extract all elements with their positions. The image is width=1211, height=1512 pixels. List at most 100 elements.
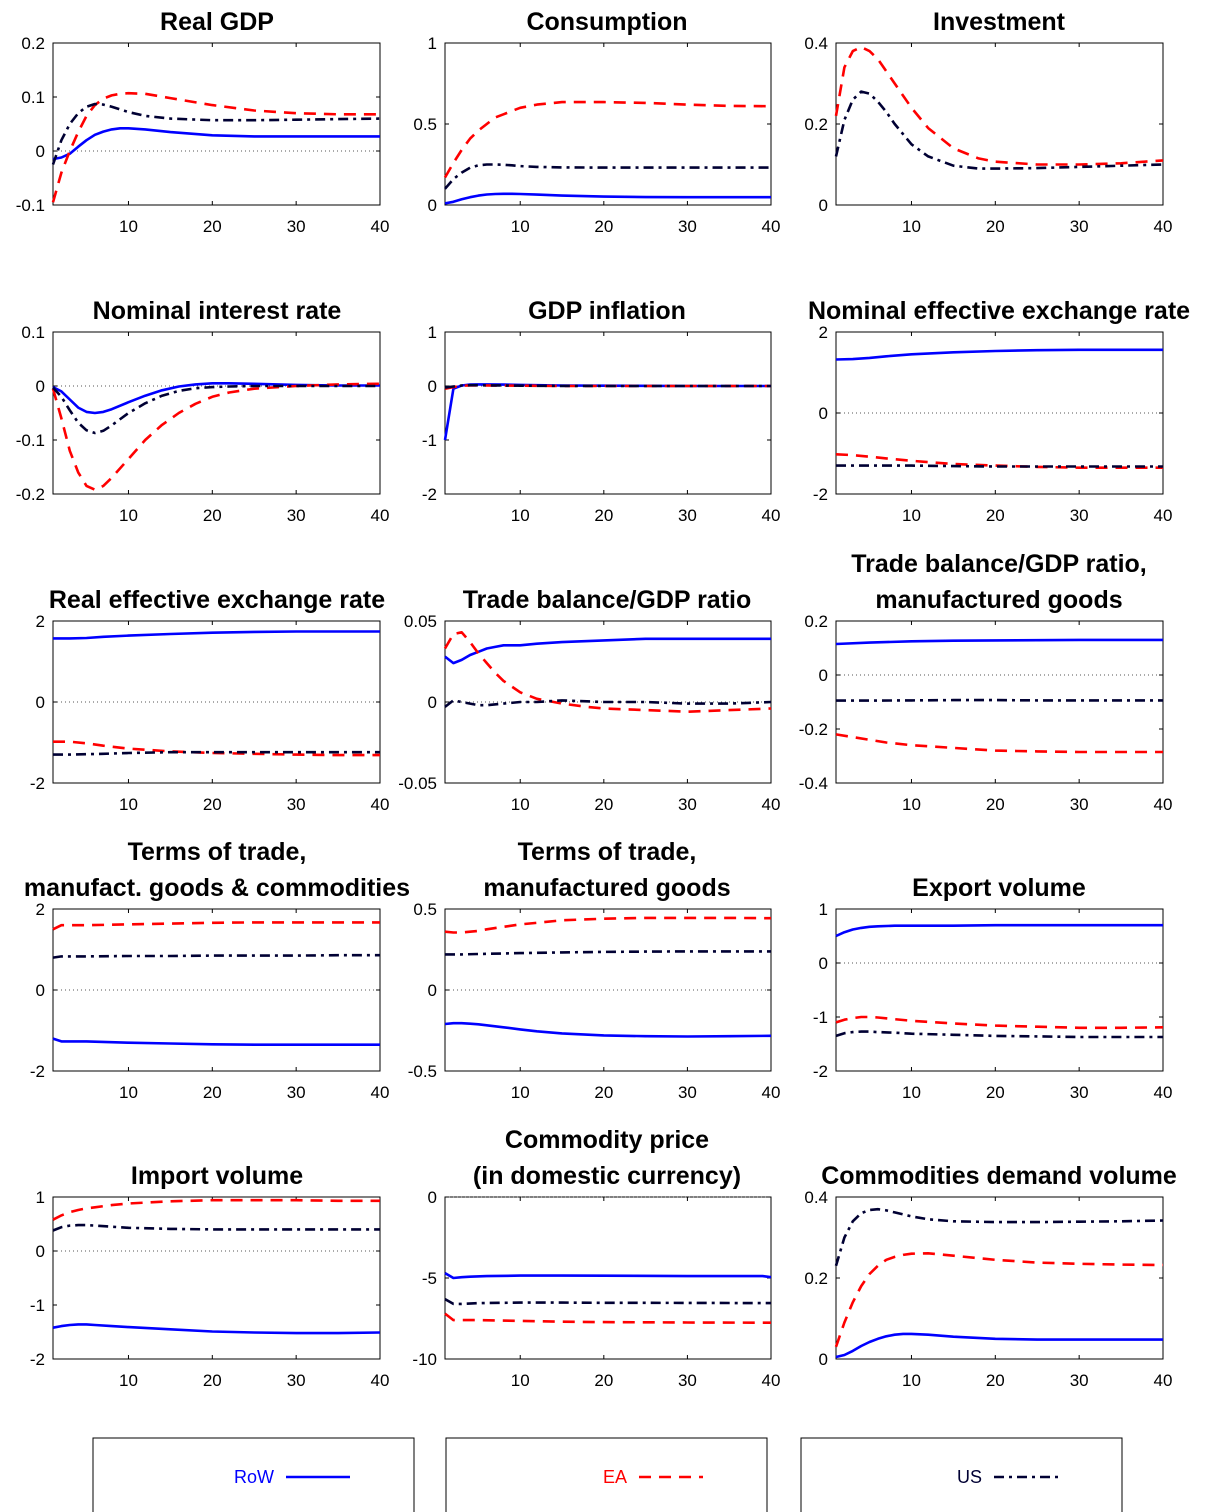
y-tick-label: 0 (428, 693, 437, 712)
x-tick-label: 40 (762, 506, 781, 525)
x-tick-label: 40 (1154, 795, 1173, 814)
series-line-row (835, 1332, 1163, 1359)
y-tick-label: -10 (412, 1350, 437, 1369)
series-line-ea (835, 453, 1163, 470)
y-tick-label: 0.1 (21, 323, 45, 342)
x-tick-label: 30 (287, 1371, 306, 1390)
y-tick-label: 0 (36, 981, 45, 1000)
series-line-us (444, 1297, 772, 1306)
y-tick-label: -0.1 (16, 431, 45, 450)
y-tick-label: -1 (813, 1008, 828, 1027)
x-tick-label: 10 (511, 795, 530, 814)
y-tick-label: 0 (819, 1350, 828, 1369)
x-tick-label: 40 (1154, 1371, 1173, 1390)
x-tick-label: 10 (511, 506, 530, 525)
panel-trade-balance-gdp-ratio: Trade balance/GDP ratio 10 20 30 40 -0.05 0 0.0… (398, 586, 780, 814)
y-tick-label: 2 (36, 900, 45, 919)
panel-title: Nominal effective exchange rate (808, 297, 1190, 325)
x-tick-label: 10 (902, 795, 921, 814)
x-tick-label: 10 (119, 217, 138, 236)
y-tick-label: 0 (819, 404, 828, 423)
series-line-ea (51, 91, 380, 203)
series-line-row (835, 638, 1163, 646)
y-tick-label: 0 (819, 954, 828, 973)
series-line-row (444, 192, 771, 205)
y-tick-label: -0.5 (408, 1062, 437, 1081)
y-tick-label: 0.4 (804, 1188, 828, 1207)
x-tick-label: 10 (902, 1083, 921, 1102)
panel-terms-of-trade-manufactured-goods: Terms of trade, manufactured goods 10 20 30 4… (408, 838, 781, 1102)
legend-label: US (957, 1467, 982, 1487)
series-line-us (52, 953, 380, 959)
y-tick-label: 0.2 (804, 612, 828, 631)
x-tick-label: 40 (1154, 506, 1173, 525)
x-tick-label: 40 (371, 795, 390, 814)
x-tick-label: 30 (1070, 1083, 1089, 1102)
series-line-us (836, 698, 1163, 702)
x-tick-label: 10 (902, 217, 921, 236)
axes-box (444, 1196, 772, 1360)
y-tick-label: 0 (819, 196, 828, 215)
series-line-row (835, 923, 1163, 938)
series-line-us (445, 950, 771, 956)
panel-title: Export volume (912, 874, 1086, 902)
series-line-ea (444, 916, 772, 934)
y-tick-label: -2 (30, 1350, 45, 1369)
y-tick-label: 0 (36, 377, 45, 396)
y-tick-label: -1 (30, 1296, 45, 1315)
panel-title: Trade balance/GDP ratio (463, 586, 752, 614)
axes-box (52, 42, 381, 206)
legend-label: RoW (234, 1467, 274, 1487)
x-tick-label: 20 (594, 795, 613, 814)
y-tick-label: 0.05 (404, 612, 437, 631)
x-tick-label: 40 (371, 506, 390, 525)
x-tick-label: 40 (371, 1371, 390, 1390)
series-line-ea (835, 733, 1163, 754)
x-tick-label: 30 (287, 1083, 306, 1102)
x-tick-label: 30 (1070, 217, 1089, 236)
x-tick-label: 40 (762, 1371, 781, 1390)
series-line-row (52, 381, 380, 415)
legend-box (800, 1437, 1123, 1512)
x-tick-label: 20 (203, 795, 222, 814)
x-tick-label: 30 (678, 1371, 697, 1390)
series-line-row (444, 637, 771, 665)
y-tick-label: 0 (36, 142, 45, 161)
series-line-ea (53, 740, 380, 757)
y-tick-label: -1 (422, 431, 437, 450)
x-tick-label: 30 (678, 217, 697, 236)
panel-title: manufactured goods (875, 586, 1122, 614)
x-tick-label: 40 (762, 795, 781, 814)
panel-commodities-demand-volume: Commodities demand volume 10 20 30 40 0 0.2 0.4 (804, 1162, 1177, 1390)
series-line-us (51, 102, 381, 165)
panel-title: Import volume (131, 1162, 303, 1190)
y-tick-label: -0.1 (16, 196, 45, 215)
x-tick-label: 20 (986, 506, 1005, 525)
series-line-us (836, 464, 1163, 468)
y-tick-label: 0 (36, 1242, 45, 1261)
x-tick-label: 10 (119, 1083, 138, 1102)
x-tick-label: 20 (986, 217, 1005, 236)
series-line-ea (51, 382, 381, 492)
y-tick-label: 0 (819, 666, 828, 685)
series-line-us (52, 1223, 380, 1232)
y-tick-label: -2 (813, 1062, 828, 1081)
y-tick-label: -0.2 (16, 485, 45, 504)
x-tick-label: 10 (119, 1371, 138, 1390)
panel-title: Investment (933, 8, 1066, 36)
legend-label: EA (603, 1467, 627, 1487)
y-tick-label: 0.4 (804, 34, 828, 53)
axes-box (835, 620, 1164, 784)
series-line-row (53, 630, 380, 640)
series-line-ea (52, 1198, 380, 1221)
y-tick-label: 0 (428, 377, 437, 396)
y-tick-label: 0.1 (21, 88, 45, 107)
series-line-row (52, 127, 380, 161)
axes-box (52, 620, 381, 784)
panel-import-volume: Import volume 10 20 30 40 -2 -1 0 1 (30, 1162, 390, 1390)
axes-box (835, 908, 1164, 1072)
x-tick-label: 20 (594, 217, 613, 236)
series-line-us (834, 1207, 1164, 1267)
y-tick-label: -2 (30, 1062, 45, 1081)
